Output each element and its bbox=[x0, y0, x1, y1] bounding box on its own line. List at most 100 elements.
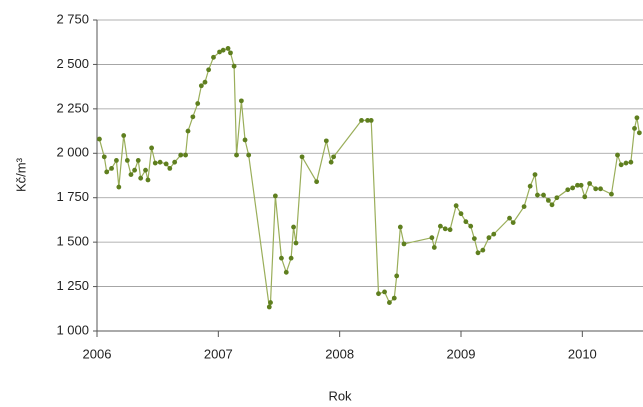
point bbox=[101, 154, 107, 160]
point bbox=[323, 138, 329, 144]
point bbox=[582, 194, 588, 200]
point bbox=[206, 67, 212, 73]
point bbox=[231, 63, 237, 69]
point bbox=[391, 295, 397, 301]
point bbox=[172, 159, 178, 165]
point bbox=[397, 224, 403, 230]
point bbox=[593, 186, 599, 192]
y-tick-label: 2 000 bbox=[56, 145, 89, 160]
point bbox=[463, 219, 469, 225]
point bbox=[178, 152, 184, 158]
point bbox=[331, 154, 336, 160]
point bbox=[185, 128, 191, 134]
y-axis-label: Kč/m³ bbox=[13, 157, 28, 192]
y-tick-label: 2 500 bbox=[56, 56, 89, 71]
point bbox=[486, 235, 492, 241]
point bbox=[299, 154, 305, 160]
point bbox=[291, 224, 296, 230]
point bbox=[202, 79, 208, 85]
point bbox=[475, 250, 481, 256]
point bbox=[632, 126, 637, 131]
line bbox=[98, 47, 640, 308]
point bbox=[453, 203, 459, 209]
point bbox=[109, 165, 114, 171]
point bbox=[183, 152, 188, 158]
y-tick-label: 1 000 bbox=[56, 322, 89, 337]
point bbox=[575, 182, 580, 188]
point bbox=[387, 300, 392, 305]
point bbox=[549, 202, 555, 208]
point bbox=[272, 193, 278, 199]
x-tick-label: 2008 bbox=[325, 346, 354, 361]
point bbox=[578, 182, 584, 188]
point bbox=[116, 184, 122, 190]
point bbox=[442, 226, 448, 232]
point bbox=[382, 289, 387, 295]
point bbox=[157, 159, 163, 165]
point bbox=[195, 101, 201, 106]
point bbox=[628, 159, 634, 165]
point bbox=[238, 98, 244, 104]
point bbox=[431, 245, 437, 250]
point bbox=[279, 255, 284, 261]
point bbox=[198, 83, 204, 89]
point bbox=[368, 118, 374, 123]
point bbox=[314, 179, 320, 185]
point bbox=[527, 183, 533, 189]
point bbox=[211, 54, 216, 60]
point bbox=[293, 240, 299, 246]
point bbox=[138, 175, 144, 181]
point bbox=[288, 255, 294, 261]
y-tick-label: 2 750 bbox=[56, 11, 89, 26]
point bbox=[634, 115, 640, 121]
y-tick-label: 1 500 bbox=[56, 234, 89, 249]
x-tick-label: 2009 bbox=[447, 346, 476, 361]
point bbox=[376, 291, 381, 297]
point bbox=[618, 162, 624, 168]
point bbox=[429, 235, 435, 241]
point bbox=[636, 130, 642, 136]
point bbox=[491, 231, 497, 237]
x-axis-label: Rok bbox=[328, 388, 352, 403]
point bbox=[359, 118, 364, 123]
point bbox=[328, 159, 334, 165]
point bbox=[220, 47, 226, 53]
x-tick-label: 2006 bbox=[83, 346, 112, 361]
x-tick-label: 2010 bbox=[568, 346, 597, 361]
point bbox=[143, 167, 148, 173]
point bbox=[190, 114, 196, 120]
point bbox=[394, 273, 400, 279]
point bbox=[480, 247, 486, 253]
point bbox=[128, 172, 134, 178]
point bbox=[97, 136, 102, 142]
point bbox=[225, 46, 231, 51]
point bbox=[598, 186, 603, 192]
point bbox=[104, 169, 110, 175]
point bbox=[124, 157, 130, 163]
point bbox=[167, 165, 173, 171]
point bbox=[152, 160, 158, 166]
point bbox=[365, 118, 370, 123]
point bbox=[471, 236, 477, 241]
point bbox=[615, 152, 620, 158]
point bbox=[541, 192, 546, 198]
point bbox=[217, 49, 222, 55]
point bbox=[609, 191, 614, 197]
point bbox=[554, 195, 560, 201]
point bbox=[623, 160, 629, 166]
point bbox=[114, 157, 119, 163]
point bbox=[246, 152, 252, 158]
point bbox=[535, 192, 540, 198]
point bbox=[447, 227, 453, 233]
point bbox=[458, 211, 464, 217]
point bbox=[437, 223, 443, 229]
point bbox=[468, 223, 474, 229]
point bbox=[283, 269, 289, 275]
point bbox=[135, 157, 141, 163]
point bbox=[121, 133, 127, 138]
point bbox=[587, 181, 593, 186]
point bbox=[145, 177, 151, 183]
point bbox=[228, 50, 233, 56]
point bbox=[234, 152, 239, 158]
